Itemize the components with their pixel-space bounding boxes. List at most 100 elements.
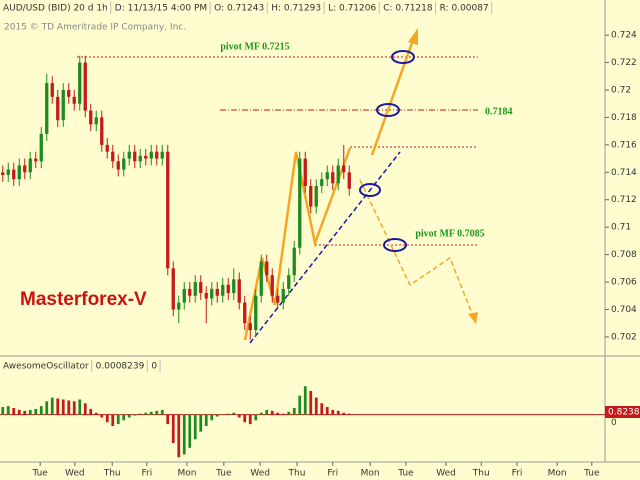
oscillator-bar bbox=[226, 413, 230, 415]
oscillator-bar bbox=[342, 412, 346, 415]
y-tick-label: 0.708 bbox=[611, 250, 637, 260]
y-tick-label: 0.722 bbox=[611, 58, 637, 68]
x-tick-label: Thu bbox=[103, 469, 121, 479]
x-tick-label: Mon bbox=[178, 469, 197, 479]
oscillator-bar bbox=[133, 414, 137, 416]
x-tick-label: Wed bbox=[65, 469, 85, 479]
candle-body bbox=[149, 151, 153, 159]
oscillator-bar bbox=[28, 409, 32, 415]
candle-body bbox=[342, 165, 346, 173]
annotation: pivot MF 0.7215 bbox=[220, 41, 289, 52]
oscillator-bar bbox=[105, 414, 109, 423]
oscillator-bar bbox=[347, 413, 351, 415]
candle-body bbox=[78, 62, 82, 104]
oscillator-bar bbox=[270, 410, 274, 415]
oscillator-bar bbox=[325, 407, 329, 415]
candle-body bbox=[105, 144, 109, 152]
candle-body bbox=[226, 284, 230, 294]
x-tick-label: Thu bbox=[472, 469, 490, 479]
candle-body bbox=[182, 288, 186, 303]
candle-body bbox=[243, 302, 247, 324]
candle-body bbox=[325, 172, 329, 180]
candle-body bbox=[116, 161, 120, 170]
oscillator-bar bbox=[221, 414, 225, 416]
x-tick-label: Mon bbox=[361, 469, 380, 479]
candle-body bbox=[83, 62, 87, 111]
oscillator-bar bbox=[12, 408, 16, 415]
candle-body bbox=[287, 275, 291, 289]
candle-body bbox=[270, 275, 274, 296]
x-tick-label: Tue bbox=[31, 469, 48, 479]
oscillator-bar bbox=[243, 414, 247, 423]
marker-ellipse bbox=[391, 50, 415, 64]
candle-body bbox=[100, 117, 104, 145]
candle-body bbox=[336, 165, 340, 184]
x-tick-label: Tue bbox=[215, 469, 232, 479]
y-tick-label: 0.72 bbox=[611, 85, 631, 95]
x-tick-label: Wed bbox=[436, 469, 456, 479]
candle-body bbox=[94, 117, 98, 125]
oscillator-bar bbox=[248, 414, 252, 425]
oscillator-header: AwesomeOscillator 0.0008239 0 bbox=[3, 360, 161, 372]
candle-body bbox=[303, 158, 307, 187]
oscillator-bar bbox=[303, 386, 307, 415]
oscillator-bar bbox=[17, 409, 21, 415]
oscillator-bar bbox=[61, 399, 65, 415]
candle-body bbox=[193, 282, 197, 296]
x-tick-label: Fri bbox=[327, 469, 338, 479]
marker-ellipse bbox=[376, 103, 400, 117]
oscillator-bar bbox=[265, 409, 269, 415]
oscillator-bar bbox=[210, 414, 214, 421]
oscillator-bar bbox=[177, 414, 181, 458]
y-tick-label: 0.704 bbox=[611, 305, 637, 315]
copyright: 2015 © TD Ameritrade IP Company, Inc. bbox=[4, 23, 186, 33]
oscillator-bar bbox=[199, 414, 203, 432]
oscillator-bar bbox=[6, 406, 10, 415]
y-tick-label: 0.724 bbox=[611, 31, 637, 41]
candle-body bbox=[320, 179, 324, 187]
candle-body bbox=[276, 295, 280, 303]
candle-body bbox=[133, 151, 137, 162]
marker-ellipse bbox=[359, 183, 381, 197]
candle-body bbox=[248, 323, 252, 331]
oscillator-bar bbox=[39, 406, 43, 415]
candle-body bbox=[17, 165, 21, 180]
x-tick-label: Tue bbox=[583, 469, 600, 479]
candle-body bbox=[89, 110, 93, 125]
marker-ellipse bbox=[383, 238, 407, 252]
candle-body bbox=[188, 288, 192, 296]
oscillator-bar bbox=[34, 408, 38, 415]
oscillator-bar bbox=[122, 414, 126, 421]
candle-body bbox=[138, 155, 142, 162]
candle-body bbox=[6, 169, 10, 176]
forecast-arrow bbox=[370, 39, 415, 156]
candle-body bbox=[292, 247, 296, 276]
oscillator-bar bbox=[1, 407, 5, 415]
oscillator-bar bbox=[155, 410, 159, 415]
y-tick-label: 0.712 bbox=[611, 195, 637, 205]
current-value: 0.82388 bbox=[608, 408, 640, 418]
oscillator-bar bbox=[50, 397, 54, 415]
candle-body bbox=[309, 186, 313, 207]
candle-body bbox=[204, 293, 208, 299]
oscillator-bar bbox=[276, 412, 280, 415]
candle-body bbox=[34, 158, 38, 162]
x-tick-label: Fri bbox=[141, 469, 152, 479]
oscillator-bar bbox=[215, 414, 219, 417]
oscillator-bar bbox=[56, 398, 60, 415]
candle-body bbox=[298, 158, 302, 248]
oscillator-bar bbox=[89, 408, 93, 415]
candle-body bbox=[127, 151, 131, 159]
oscillator-bar bbox=[149, 411, 153, 415]
oscillator-bar bbox=[144, 412, 148, 415]
candle-body bbox=[12, 169, 16, 180]
candle-body bbox=[166, 151, 170, 269]
header-item: L: 0.71206 bbox=[328, 4, 376, 14]
oscillator-bar bbox=[116, 414, 120, 425]
candle-body bbox=[331, 172, 335, 184]
candle-body bbox=[1, 172, 5, 176]
x-tick-label: Mon bbox=[548, 469, 567, 479]
oscillator-bar bbox=[298, 395, 302, 415]
candle-body bbox=[215, 288, 219, 296]
arrow-head bbox=[468, 312, 478, 324]
